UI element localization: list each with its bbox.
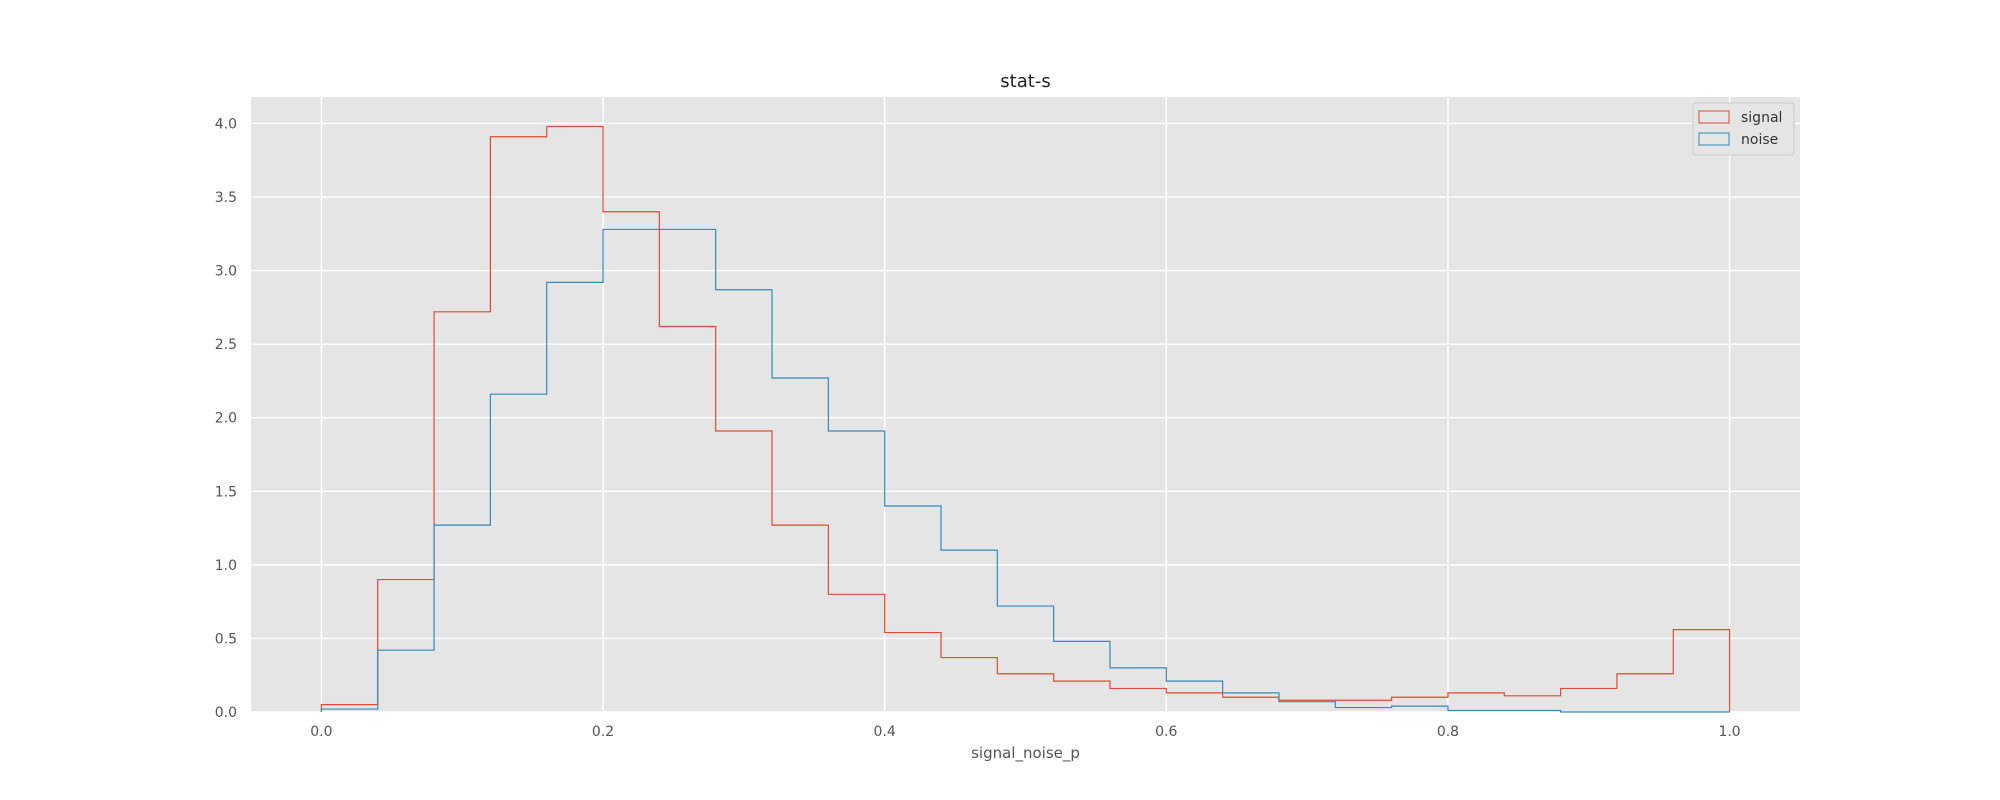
y-tick-label: 4.0	[215, 116, 237, 132]
x-tick-label: 0.0	[310, 724, 332, 740]
y-tick-label: 0.0	[215, 705, 237, 721]
legend-swatch-noise	[1698, 132, 1730, 146]
series-noise-step	[320, 228, 1730, 713]
chart-title: stat-s	[1000, 71, 1050, 92]
y-tick-label: 1.0	[215, 558, 237, 574]
grid-lines	[251, 97, 1800, 713]
y-tick-label: 2.5	[215, 337, 237, 353]
x-tick-label: 0.4	[874, 724, 896, 740]
x-tick-label: 1.0	[1718, 724, 1740, 740]
x-tick-label: 0.2	[592, 724, 614, 740]
legend-swatch-signal	[1698, 110, 1730, 124]
x-axis-label: signal_noise_p	[971, 744, 1080, 763]
x-tick-label: 0.8	[1437, 724, 1459, 740]
y-tick-label: 3.0	[215, 264, 237, 280]
x-tick-label: 0.6	[1155, 724, 1177, 740]
series-signal-step	[320, 125, 1731, 712]
plot-background	[251, 97, 1800, 712]
y-tick-label: 2.0	[215, 411, 237, 427]
y-tick-label: 3.5	[215, 190, 237, 206]
legend: signal noise	[1692, 102, 1795, 156]
legend-label-signal: signal	[1741, 110, 1782, 126]
legend-label-noise: noise	[1741, 132, 1778, 148]
legend-frame	[1692, 102, 1795, 156]
y-tick-label: 0.5	[215, 631, 237, 647]
series-layer	[320, 125, 1731, 713]
y-tick-label: 1.5	[215, 484, 237, 500]
x-tick-labels: 0.0 0.2 0.4 0.6 0.8 1.0	[310, 724, 1740, 740]
y-tick-labels: 0.0 0.5 1.0 1.5 2.0 2.5 3.0 3.5 4.0	[215, 116, 237, 721]
